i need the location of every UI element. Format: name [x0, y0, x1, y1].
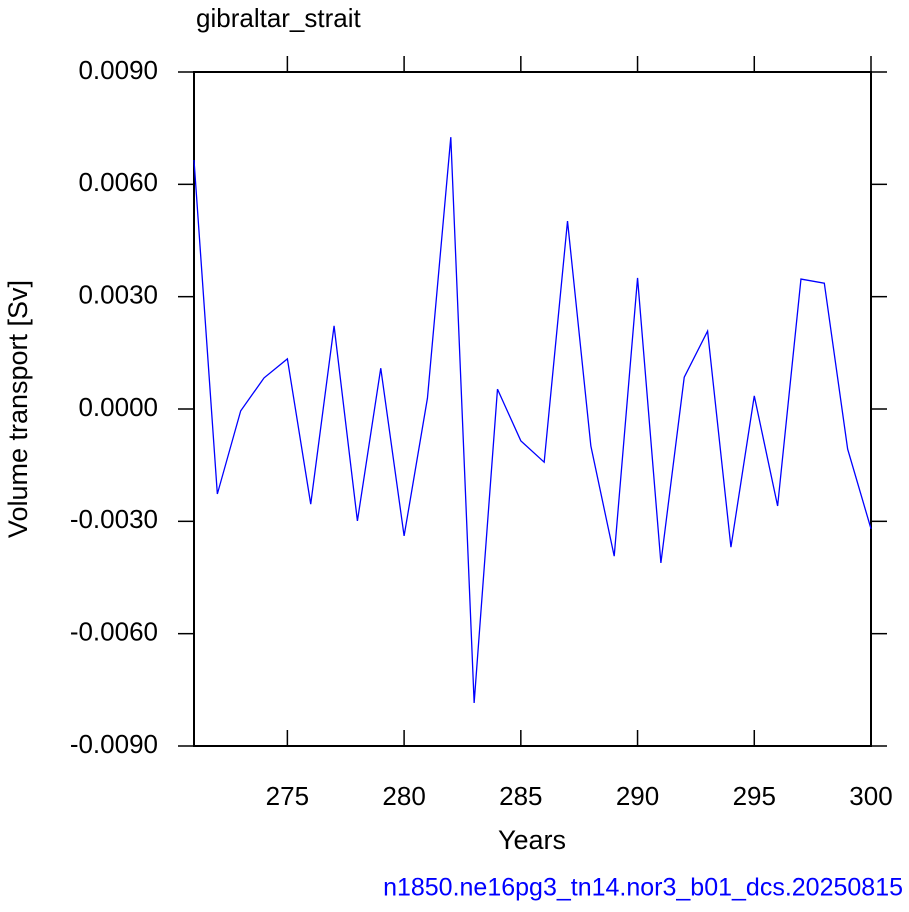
y-tick-label: -0.0030 [70, 504, 158, 534]
x-tick-label: 285 [499, 781, 542, 811]
subtitle: n1850.ne16pg3_tn14.nor3_b01_dcs.20250815 [383, 874, 903, 902]
x-axis-label: Years [498, 825, 566, 855]
y-axis-label: Volume transport [Sv] [3, 280, 33, 538]
x-tick-label: 295 [733, 781, 776, 811]
line-series [193, 137, 872, 703]
y-tick-label: -0.0060 [70, 617, 158, 647]
x-tick-label: 275 [266, 781, 309, 811]
y-tick-label: -0.0090 [70, 729, 158, 759]
chart-title: gibraltar_strait [196, 3, 362, 33]
x-tick-label: 290 [616, 781, 659, 811]
y-tick-label: 0.0000 [78, 392, 158, 422]
x-tick-label: 300 [849, 781, 892, 811]
y-tick-label: 0.0030 [78, 280, 158, 310]
y-tick-label: 0.0060 [78, 167, 158, 197]
y-tick-label: 0.0090 [78, 55, 158, 85]
x-tick-label: 280 [382, 781, 425, 811]
